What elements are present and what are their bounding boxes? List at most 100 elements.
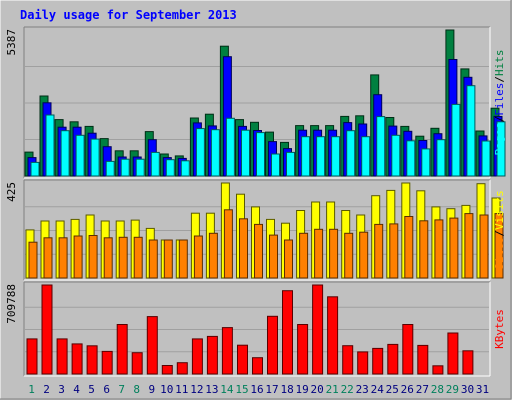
x-tick-label-day-4: 4 (73, 383, 80, 396)
bar-pages-day-19 (301, 136, 311, 177)
bar-sites-day-25 (389, 223, 399, 279)
x-tick-label-day-30: 30 (461, 383, 474, 396)
bar-pages-day-2 (45, 114, 55, 177)
bar-pages-day-29 (451, 103, 461, 177)
x-tick-label-day-22: 22 (341, 383, 354, 396)
bar-kbytes-day-23 (357, 351, 369, 375)
bar-sites-day-1 (28, 241, 38, 279)
bar-kbytes-day-17 (267, 315, 278, 375)
bars (24, 29, 506, 375)
x-tick-label-day-2: 2 (43, 383, 50, 396)
bar-pages-day-18 (286, 151, 295, 177)
bar-pages-day-27 (421, 148, 431, 177)
bar-kbytes-day-30 (462, 350, 474, 375)
bar-pages-day-10 (165, 159, 175, 177)
bar-sites-day-29 (449, 217, 459, 279)
bar-kbytes-day-6 (101, 350, 113, 375)
bar-kbytes-day-4 (71, 343, 83, 375)
bar-pages-day-11 (180, 160, 190, 177)
x-tick-label-day-31: 31 (476, 383, 489, 396)
bar-sites-day-7 (118, 236, 128, 279)
bar-kbytes-day-16 (252, 357, 263, 375)
bar-sites-day-24 (374, 223, 384, 279)
bar-sites-day-18 (284, 239, 293, 279)
bar-kbytes-day-1 (26, 338, 38, 375)
bar-sites-day-3 (58, 237, 68, 279)
x-tick-label-day-26: 26 (401, 383, 414, 396)
bar-sites-day-17 (269, 234, 278, 279)
bar-pages-day-14 (225, 117, 235, 177)
x-tick-label-day-17: 17 (265, 383, 278, 396)
x-tick-label-day-14: 14 (220, 383, 234, 396)
bar-pages-day-22 (346, 130, 356, 177)
bar-pages-day-30 (466, 85, 476, 177)
bar-kbytes-day-27 (417, 344, 429, 375)
x-tick-label-day-5: 5 (88, 383, 95, 396)
x-tick-label-day-1: 1 (28, 383, 35, 396)
x-tick-label-day-27: 27 (416, 383, 429, 396)
x-tick-label-day-19: 19 (295, 383, 308, 396)
bar-pages-day-28 (436, 139, 446, 177)
bar-kbytes-day-21 (327, 296, 339, 375)
bar-kbytes-day-9 (146, 316, 158, 375)
x-tick-label-day-25: 25 (386, 383, 399, 396)
bar-kbytes-day-20 (312, 284, 324, 375)
bar-kbytes-day-22 (342, 345, 354, 375)
bar-sites-day-14 (223, 209, 233, 279)
bar-kbytes-day-15 (237, 344, 248, 375)
x-tick-label-day-6: 6 (103, 383, 110, 396)
bar-pages-day-12 (195, 128, 205, 177)
bar-kbytes-day-25 (387, 343, 399, 375)
x-tick-label-day-24: 24 (371, 383, 385, 396)
bar-sites-day-5 (88, 235, 98, 279)
bar-pages-day-25 (391, 134, 401, 177)
series-legend-label: Sites/Visits (493, 190, 506, 270)
bar-sites-day-26 (404, 216, 414, 279)
labels: 5387Pages/Files/Hits425Sites/Visits70978… (5, 29, 506, 396)
bar-sites-day-28 (434, 219, 444, 279)
bar-pages-day-6 (105, 160, 115, 177)
bar-sites-day-32 (494, 213, 504, 279)
bar-pages-day-31 (481, 140, 491, 177)
bar-kbytes-day-29 (447, 332, 459, 375)
bar-pages-day-13 (210, 129, 220, 177)
bar-sites-day-10 (163, 239, 173, 279)
bar-kbytes-day-11 (176, 362, 188, 375)
bar-pages-day-15 (241, 129, 250, 177)
bar-pages-day-8 (135, 158, 145, 177)
bar-sites-day-27 (419, 220, 429, 279)
bar-kbytes-day-28 (432, 365, 444, 375)
y-max-label: 709788 (5, 284, 18, 324)
bar-sites-day-2 (43, 237, 53, 279)
x-tick-label-day-12: 12 (190, 383, 203, 396)
bar-sites-day-4 (73, 235, 83, 279)
bar-pages-day-26 (406, 140, 416, 177)
bar-kbytes-day-5 (86, 345, 98, 375)
bar-pages-day-17 (271, 153, 280, 177)
x-tick-label-day-3: 3 (58, 383, 65, 396)
bar-pages-day-7 (120, 158, 130, 177)
bar-kbytes-day-2 (41, 284, 53, 375)
bar-kbytes-day-7 (116, 324, 128, 375)
bar-sites-day-19 (299, 232, 309, 279)
x-tick-label-day-28: 28 (431, 383, 444, 396)
bar-kbytes-day-26 (402, 324, 414, 375)
x-tick-label-day-23: 23 (356, 383, 369, 396)
series-legend-label: Pages/Files/Hits (493, 50, 506, 156)
x-tick-label-day-18: 18 (280, 383, 293, 396)
bar-pages-day-4 (75, 134, 85, 177)
bar-kbytes-day-8 (131, 352, 143, 375)
x-tick-label-day-16: 16 (250, 383, 263, 396)
bar-sites-day-23 (359, 231, 369, 279)
x-tick-label-day-10: 10 (160, 383, 173, 396)
bar-pages-day-20 (316, 136, 326, 177)
y-max-label: 5387 (5, 29, 18, 56)
bar-sites-day-21 (329, 228, 339, 279)
y-max-label: 425 (5, 182, 18, 202)
bar-pages-day-1 (30, 161, 40, 177)
bar-sites-day-22 (344, 232, 354, 279)
bar-kbytes-day-12 (191, 338, 203, 375)
bar-pages-day-5 (90, 138, 100, 177)
bar-sites-day-8 (133, 236, 143, 279)
